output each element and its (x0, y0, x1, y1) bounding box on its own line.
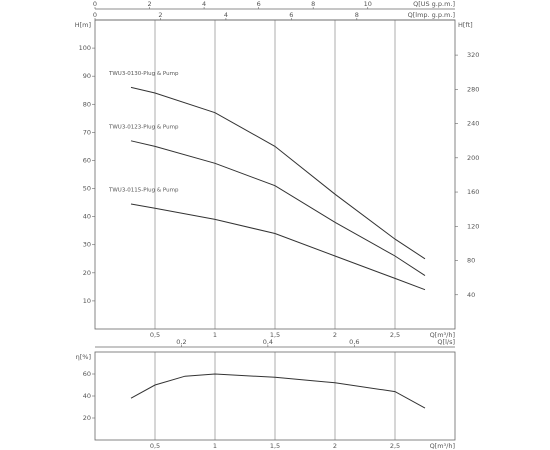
top-axis-label: Q[US g.p.m.] (413, 0, 455, 8)
top-axis-tick-label: 4 (224, 11, 228, 19)
y2-tick-label: 240 (467, 120, 479, 128)
x-tick-label: 1 (213, 331, 217, 339)
x-tick-label: 2,5 (390, 442, 400, 450)
top-axis-tick-label: 10 (364, 0, 372, 8)
y2-tick-label: 200 (467, 154, 479, 162)
top-axis-tick-label: 0 (93, 0, 97, 8)
x-tick-label: 2 (333, 331, 337, 339)
y-tick-label: 60 (83, 156, 91, 164)
top-axis-tick-label: 6 (257, 0, 261, 8)
y-tick-label: 100 (79, 44, 91, 52)
y-tick-label: 60 (83, 370, 91, 378)
curve (130, 86, 426, 260)
x-tick-label: 2 (333, 442, 337, 450)
y2-tick-label: 120 (467, 222, 479, 230)
y-tick-label: 20 (83, 414, 91, 422)
y-tick-label: 70 (83, 128, 91, 136)
top-axis-tick-label: 8 (355, 11, 359, 19)
y-tick-label: 20 (83, 269, 91, 277)
y2-tick-label: 80 (467, 257, 475, 265)
x-axis-label: Q[m³/h] (430, 331, 455, 339)
top-axis-tick-label: 8 (311, 0, 315, 8)
top-axis-tick-label: 2 (158, 11, 162, 19)
curve-label: TWU3-0123-Plug & Pump (108, 124, 179, 130)
curve (130, 203, 426, 291)
x-tick-label: 0,5 (150, 442, 160, 450)
top-axis-label: Q[l/s] (437, 338, 455, 346)
top-axis-tick-label: 6 (289, 11, 293, 19)
x-tick-label: 1 (213, 442, 217, 450)
y-tick-label: 50 (83, 185, 91, 193)
curve (130, 373, 426, 409)
x-tick-label: 1,5 (270, 442, 280, 450)
y2-tick-label: 40 (467, 291, 475, 299)
y2-tick-label: 320 (467, 51, 479, 59)
x-tick-label: 2,5 (390, 331, 400, 339)
curve-label: TWU3-0115-Plug & Pump (108, 187, 179, 193)
y-axis-label: H[m] (75, 21, 91, 29)
y-tick-label: 90 (83, 72, 91, 80)
curve-label: TWU3-0130-Plug & Pump (108, 71, 179, 77)
y-tick-label: 40 (83, 213, 91, 221)
y-tick-label: 40 (83, 392, 91, 400)
x-tick-label: 0,5 (150, 331, 160, 339)
top-axis-tick-label: 2 (147, 0, 151, 8)
x-tick-label: 1,5 (270, 331, 280, 339)
top-axis-tick-label: 4 (202, 0, 206, 8)
y-tick-label: 10 (83, 297, 91, 305)
x-axis-label: Q[m³/h] (430, 442, 455, 450)
y2-tick-label: 280 (467, 85, 479, 93)
top-axis-label: Q[lmp. g.p.m.] (408, 11, 455, 19)
top-axis-tick-label: 0 (93, 11, 97, 19)
y2-tick-label: 160 (467, 188, 479, 196)
y2-axis-label: H[ft] (458, 21, 473, 29)
curve (130, 140, 426, 277)
y-tick-label: 30 (83, 241, 91, 249)
top-axis-tick-label: 0,6 (349, 338, 359, 346)
top-axis-tick-label: 0,4 (263, 338, 273, 346)
top-axis-tick-label: 0,2 (176, 338, 186, 346)
y-axis-label: η[%] (76, 353, 91, 361)
y-tick-label: 80 (83, 100, 91, 108)
